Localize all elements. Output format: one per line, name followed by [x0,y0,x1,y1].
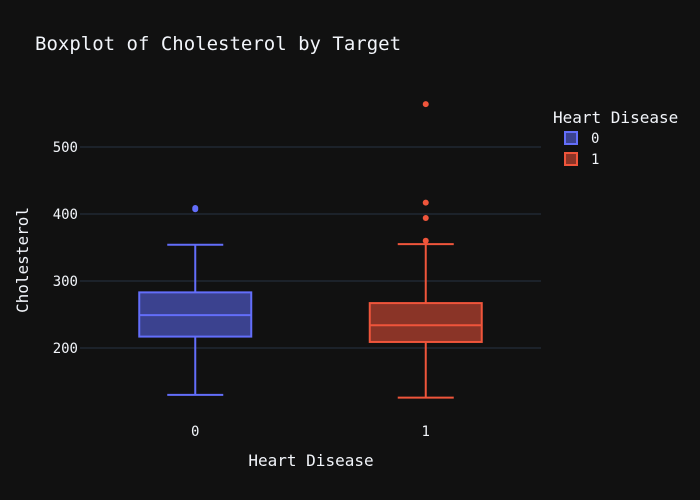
x-tick-label: 1 [422,424,430,440]
outlier-point [422,101,429,108]
box-traces [138,101,483,399]
y-axis-ticks: 200 300 400 500 [53,140,78,357]
legend-title: Heart Disease [553,108,678,127]
gridlines [80,146,541,349]
legend-item[interactable]: 0 [564,131,599,147]
x-tick-label: 0 [191,424,199,440]
outlier-point [422,214,429,221]
outlier-point [422,199,429,206]
y-tick-label: 200 [53,341,78,357]
legend-item[interactable]: 1 [564,152,599,168]
box-iqr [368,302,483,343]
x-axis-title: Heart Disease [248,451,373,470]
outlier-point [422,237,429,244]
legend-label: 0 [591,131,599,147]
y-axis-title: Cholesterol [13,207,32,313]
legend-swatch [564,152,578,166]
legend: Heart Disease 0 1 [553,108,678,168]
box-trace [368,101,483,399]
chart-title: Boxplot of Cholesterol by Target [35,33,401,55]
outlier-point [192,206,199,213]
legend-swatch [564,131,578,145]
y-tick-label: 300 [53,274,78,290]
y-tick-label: 500 [53,140,78,156]
legend-label: 1 [591,152,599,168]
y-tick-label: 400 [53,207,78,223]
box-trace [138,204,253,396]
